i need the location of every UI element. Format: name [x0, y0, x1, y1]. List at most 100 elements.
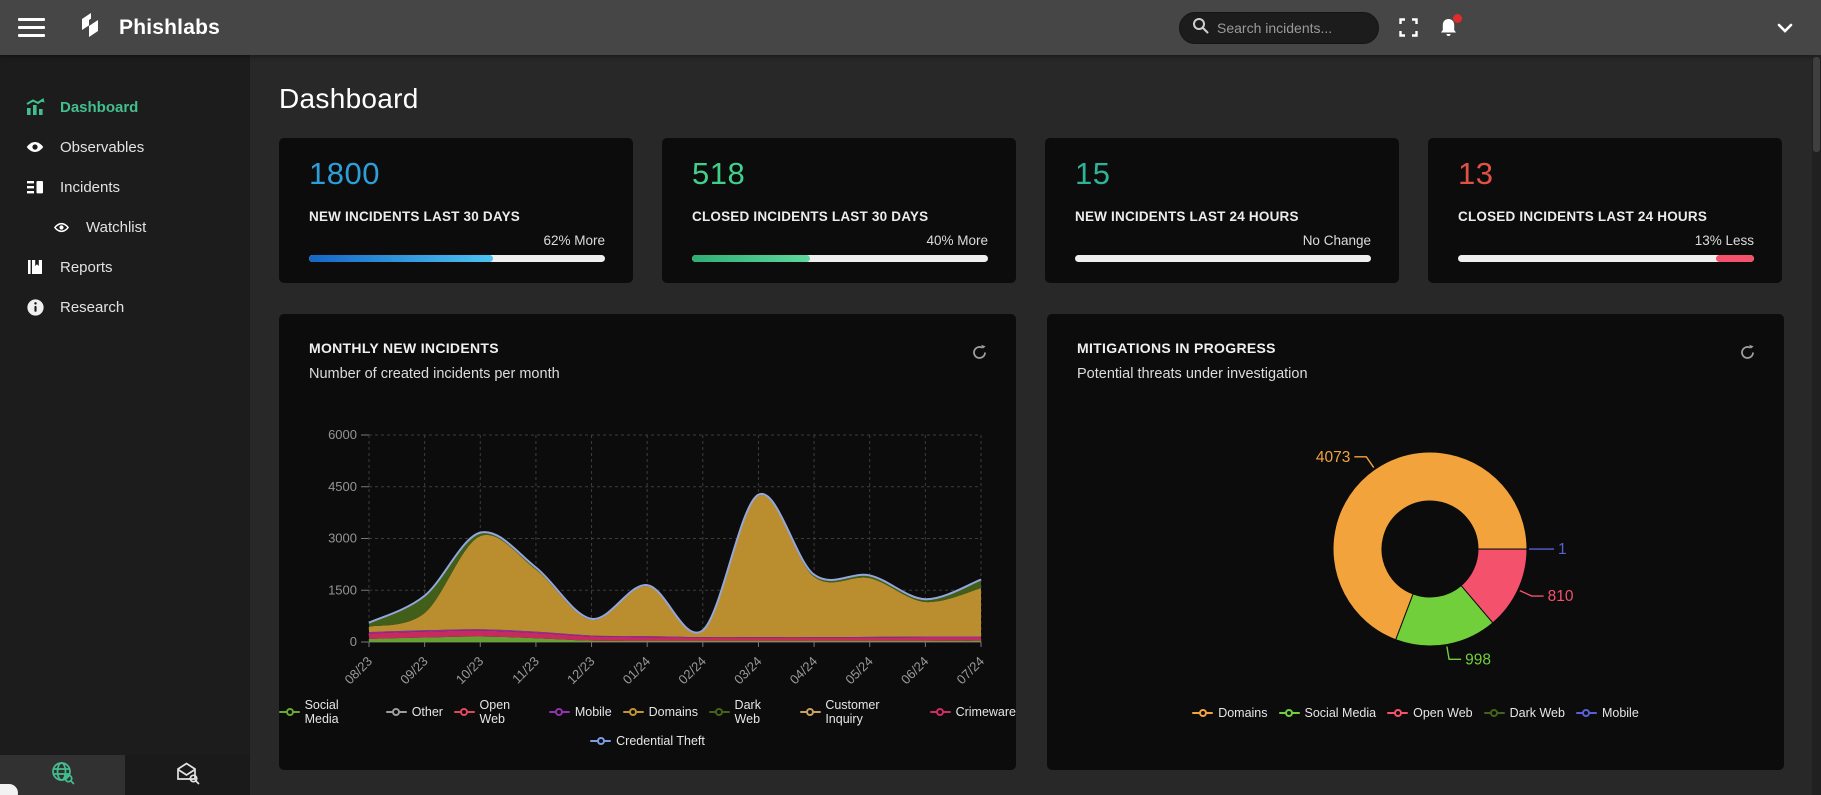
pie-label: 810: [1548, 588, 1574, 605]
svg-text:02/24: 02/24: [675, 654, 709, 688]
stat-value: 518: [692, 156, 746, 191]
stat-label: CLOSED INCIDENTS LAST 24 HOURS: [1458, 209, 1708, 224]
legend-marker: [385, 707, 407, 717]
stat-change: No Change: [1302, 233, 1371, 248]
search-icon: [1192, 17, 1209, 39]
legend-item[interactable]: Social Media: [279, 698, 375, 726]
svg-text:05/24: 05/24: [842, 654, 876, 688]
legend-marker: [1575, 708, 1597, 718]
sidebar-item-research[interactable]: Research: [0, 287, 250, 327]
sidebar-bottom-tabs: [0, 755, 250, 795]
account-chevron-down-icon[interactable]: [1777, 23, 1793, 33]
progress-bar: [692, 255, 988, 262]
stat-value: 15: [1075, 156, 1111, 191]
chart-title: MONTHLY NEW INCIDENTS: [309, 340, 499, 356]
stat-value: 13: [1458, 156, 1494, 191]
progress-bar: [1075, 255, 1371, 262]
legend-item[interactable]: Dark Web: [708, 698, 789, 726]
report-book-icon: [24, 256, 46, 278]
svg-text:07/24: 07/24: [954, 654, 988, 688]
sidebar-item-label: Incidents: [60, 178, 121, 196]
legend-marker: [453, 707, 475, 717]
hamburger-menu-icon[interactable]: [18, 18, 45, 37]
legend-item[interactable]: Domains: [1192, 706, 1268, 720]
notification-badge: [1453, 13, 1462, 23]
svg-text:10/23: 10/23: [453, 654, 487, 688]
email-search-tab[interactable]: [125, 755, 250, 795]
stat-card-new-24h: 15 NEW INCIDENTS LAST 24 HOURS No Change: [1045, 138, 1399, 283]
progress-bar: [1458, 255, 1754, 262]
brand-name: Phishlabs: [119, 15, 220, 39]
eye-icon: [50, 216, 72, 238]
legend-item[interactable]: Customer Inquiry: [799, 698, 919, 726]
monthly-incidents-chart-card: MONTHLY NEW INCIDENTS Number of created …: [279, 314, 1016, 770]
domain-search-tab[interactable]: [0, 755, 125, 795]
svg-text:09/23: 09/23: [397, 654, 431, 688]
sidebar-item-label: Watchlist: [86, 218, 147, 236]
legend-item[interactable]: Open Web: [453, 698, 538, 726]
fullscreen-icon[interactable]: [1399, 18, 1418, 37]
incident-list-icon: [24, 176, 46, 198]
main-content: Dashboard 1800 NEW INCIDENTS LAST 30 DAY…: [250, 55, 1812, 795]
stacked-area-chart: 0 1500 3000 4500 6000 08/23 09/23 10/23 11/23 12/…: [328, 427, 988, 688]
search-input[interactable]: [1217, 19, 1367, 36]
legend-item[interactable]: Domains: [622, 698, 698, 726]
stat-label: NEW INCIDENTS LAST 24 HOURS: [1075, 209, 1299, 224]
stat-card-new-30d: 1800 NEW INCIDENTS LAST 30 DAYS 62% More: [279, 138, 633, 283]
chart-subtitle: Number of created incidents per month: [309, 366, 560, 382]
sidebar-item-dashboard[interactable]: Dashboard: [0, 87, 250, 127]
svg-text:06/24: 06/24: [898, 654, 932, 688]
legend-marker: [279, 707, 300, 717]
sidebar-item-incidents[interactable]: Incidents: [0, 167, 250, 207]
vertical-scrollbar: [1812, 55, 1821, 795]
charts-row: MONTHLY NEW INCIDENTS Number of created …: [279, 314, 1812, 770]
mitigations-chart-card: MITIGATIONS IN PROGRESS Potential threat…: [1047, 314, 1784, 770]
legend-item[interactable]: Other: [385, 698, 443, 726]
legend-marker: [799, 707, 821, 717]
pie-label: 998: [1465, 651, 1491, 668]
legend-item[interactable]: Mobile: [1575, 706, 1639, 720]
svg-text:12/23: 12/23: [564, 654, 598, 688]
legend-item[interactable]: Mobile: [548, 698, 612, 726]
top-bar: Phishlabs: [0, 0, 1821, 55]
legend-item[interactable]: Social Media: [1278, 706, 1376, 720]
svg-text:0: 0: [350, 634, 357, 649]
progress-bar: [309, 255, 605, 262]
legend-item[interactable]: Crimeware: [929, 698, 1016, 726]
refresh-icon[interactable]: [971, 344, 988, 366]
stat-change: 40% More: [926, 233, 988, 248]
notifications-bell-icon[interactable]: [1438, 13, 1462, 39]
legend-marker: [1192, 708, 1214, 718]
svg-text:11/23: 11/23: [509, 654, 542, 687]
legend-marker: [622, 707, 644, 717]
sidebar-item-label: Reports: [60, 258, 113, 276]
stat-change: 13% Less: [1694, 233, 1754, 248]
stat-card-closed-24h: 13 CLOSED INCIDENTS LAST 24 HOURS 13% Le…: [1428, 138, 1782, 283]
globe-search-icon: [49, 759, 76, 791]
legend-marker: [929, 707, 951, 717]
stat-label: CLOSED INCIDENTS LAST 30 DAYS: [692, 209, 929, 224]
svg-text:4500: 4500: [328, 479, 357, 494]
legend-marker: [1387, 708, 1409, 718]
legend-marker: [590, 736, 612, 746]
stat-card-closed-30d: 518 CLOSED INCIDENTS LAST 30 DAYS 40% Mo…: [662, 138, 1016, 283]
legend-marker: [1483, 708, 1505, 718]
pie-label: 1: [1558, 541, 1567, 558]
stat-cards-row: 1800 NEW INCIDENTS LAST 30 DAYS 62% More…: [279, 138, 1812, 283]
donut-chart: 1 810 998 4073: [1316, 449, 1574, 669]
sidebar-item-reports[interactable]: Reports: [0, 247, 250, 287]
refresh-icon[interactable]: [1739, 344, 1756, 366]
legend-item[interactable]: Open Web: [1387, 706, 1473, 720]
sidebar-item-observables[interactable]: Observables: [0, 127, 250, 167]
sidebar-item-watchlist[interactable]: Watchlist: [0, 207, 250, 247]
phishlabs-logo: [75, 10, 105, 45]
legend-item[interactable]: Dark Web: [1483, 706, 1565, 720]
donut-chart-legend: Domains Social Media Open Web Dark Web M…: [1047, 706, 1784, 720]
stat-value: 1800: [309, 156, 380, 191]
legend-marker: [708, 707, 730, 717]
chart-title: MITIGATIONS IN PROGRESS: [1077, 340, 1276, 356]
legend-item[interactable]: Credential Theft: [590, 734, 705, 748]
scrollbar-thumb[interactable]: [1813, 57, 1820, 152]
mail-search-icon: [174, 759, 201, 791]
